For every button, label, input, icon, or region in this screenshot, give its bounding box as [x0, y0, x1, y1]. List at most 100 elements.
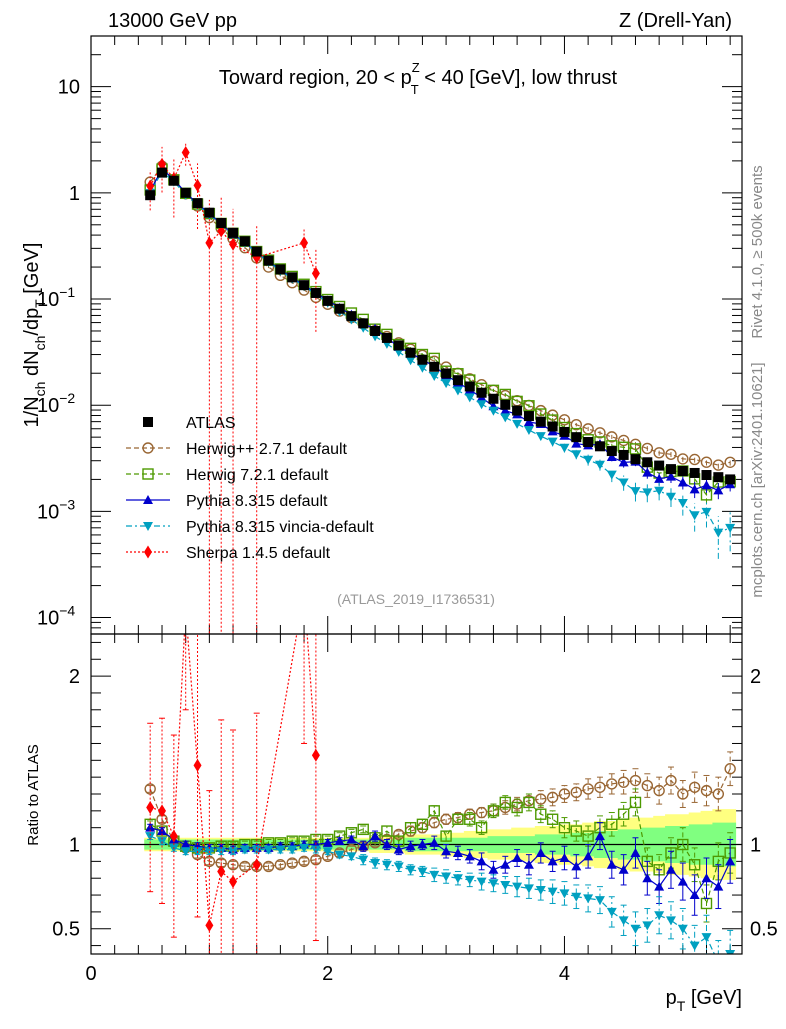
series-0-ratio-point: [712, 788, 725, 800]
y-tick-label: 10: [58, 77, 80, 99]
series-3-point: [701, 507, 712, 517]
series-3-point: [452, 386, 463, 396]
series-3-point: [500, 413, 511, 423]
series-2-point: [701, 480, 712, 490]
series-3-ratio-point: [512, 882, 523, 892]
series-0-ratio-point: [558, 788, 571, 800]
ratio-y-axis-label: Ratio to ATLAS: [25, 744, 42, 845]
series-3-ratio-point: [251, 845, 262, 855]
series-2-ratio-point: [334, 836, 345, 846]
atlas-point: [405, 347, 416, 358]
series-2-point: [642, 467, 653, 477]
series-2-ratio-point: [381, 839, 392, 849]
legend-marker: [143, 522, 153, 531]
series-3-ratio-point: [689, 941, 700, 951]
header-right: Z (Drell-Yan): [619, 10, 732, 32]
y-tick-label: 10−3: [37, 496, 75, 523]
series-3-ratio-point: [310, 845, 321, 855]
series-0-point: [594, 427, 606, 439]
series-4-ratio-point: [311, 748, 320, 762]
series-0-ratio-point: [641, 779, 654, 792]
series-2-ratio-point: [725, 856, 736, 866]
ratio-tick-label-left: 1: [69, 835, 80, 857]
ratio-tick-label-left: 2: [69, 666, 80, 688]
series-3-ratio-point: [381, 860, 392, 870]
series-2-ratio-point: [689, 890, 700, 900]
series-2-point: [677, 477, 688, 487]
series-2-ratio-point: [441, 846, 452, 856]
atlas-point: [713, 472, 724, 483]
series-1-ratio-point: [582, 830, 594, 842]
legend-marker: [143, 417, 153, 427]
series-3-ratio-point: [583, 894, 594, 904]
series-2-ratio-point: [523, 859, 534, 869]
series-2-ratio-point: [547, 856, 558, 866]
atlas-point: [310, 287, 321, 298]
series-0-ratio-point: [262, 860, 275, 873]
series-0-point: [712, 459, 725, 471]
series-2-ratio-point: [405, 841, 416, 851]
legend-marker: [142, 468, 154, 480]
x-tick-label: 2: [322, 963, 333, 985]
series-2-ratio-point: [370, 831, 381, 841]
series-2-point: [500, 405, 511, 415]
atlas-point: [287, 272, 298, 283]
series-3-point: [429, 371, 440, 381]
series-0-point: [570, 419, 582, 431]
series-3-point: [618, 478, 629, 488]
atlas-point: [618, 449, 629, 460]
series-0-ratio-point: [535, 793, 547, 805]
series-3-point: [583, 455, 594, 465]
series-2-ratio-point: [594, 831, 605, 841]
series-3-ratio-point: [145, 832, 156, 842]
series-3-ratio-point: [334, 850, 345, 860]
series-0-point: [688, 453, 701, 466]
series-4-ratio-point: [158, 804, 167, 818]
ratio-tick-label-right: 0.5: [750, 919, 778, 941]
x-tick-label: 0: [85, 963, 96, 985]
x-axis-label: pT [GeV]: [666, 987, 742, 1014]
series-3-point: [535, 432, 546, 442]
analysis-id: (ATLAS_2019_I1736531): [337, 591, 495, 607]
y-tick-label: 10−1: [37, 284, 75, 311]
series-0-ratio-point: [724, 763, 736, 775]
series-2-ratio-point: [322, 837, 333, 847]
series-2-ratio-point: [583, 851, 594, 861]
legend-label: Pythia 8.315 vincia-default: [186, 519, 374, 536]
series-2-ratio-point: [535, 847, 546, 857]
atlas-point: [275, 264, 286, 275]
series-1-ratio-point: [511, 801, 523, 814]
atlas-point: [654, 460, 665, 471]
series-1-ratio-point: [677, 838, 689, 851]
series-3-point: [677, 498, 688, 508]
series-3-point: [405, 356, 416, 366]
series-2-ratio-point: [665, 864, 676, 874]
series-1-point: [629, 443, 642, 455]
atlas-point: [594, 441, 605, 452]
series-3-ratio-point: [547, 887, 558, 897]
series-1-ratio-point: [452, 813, 464, 825]
series-3-ratio-point: [393, 862, 404, 872]
series-3-ratio-point: [464, 875, 475, 885]
atlas-point: [476, 387, 487, 398]
atlas-point: [370, 325, 381, 336]
series-4-point: [193, 178, 202, 192]
series-4-point: [205, 236, 214, 250]
series-0-ratio-point: [700, 784, 713, 797]
series-3-ratio-point: [405, 865, 416, 875]
series-3-ratio-point: [441, 872, 452, 882]
atlas-point: [606, 446, 617, 457]
series-0-point: [641, 442, 654, 455]
series-0-ratio-point: [606, 778, 618, 790]
series-2-ratio-point: [677, 876, 688, 886]
series-2-point: [523, 416, 534, 426]
series-1-ratio-point: [404, 821, 417, 834]
series-2-point: [665, 471, 676, 481]
series-3-point: [476, 400, 487, 410]
series-2-ratio-point: [606, 859, 617, 869]
series-2-ratio-point: [571, 861, 582, 871]
series-1-ratio-point: [546, 813, 559, 825]
atlas-point: [334, 303, 345, 314]
series-1-ratio-point: [570, 825, 582, 837]
atlas-point: [251, 246, 262, 257]
